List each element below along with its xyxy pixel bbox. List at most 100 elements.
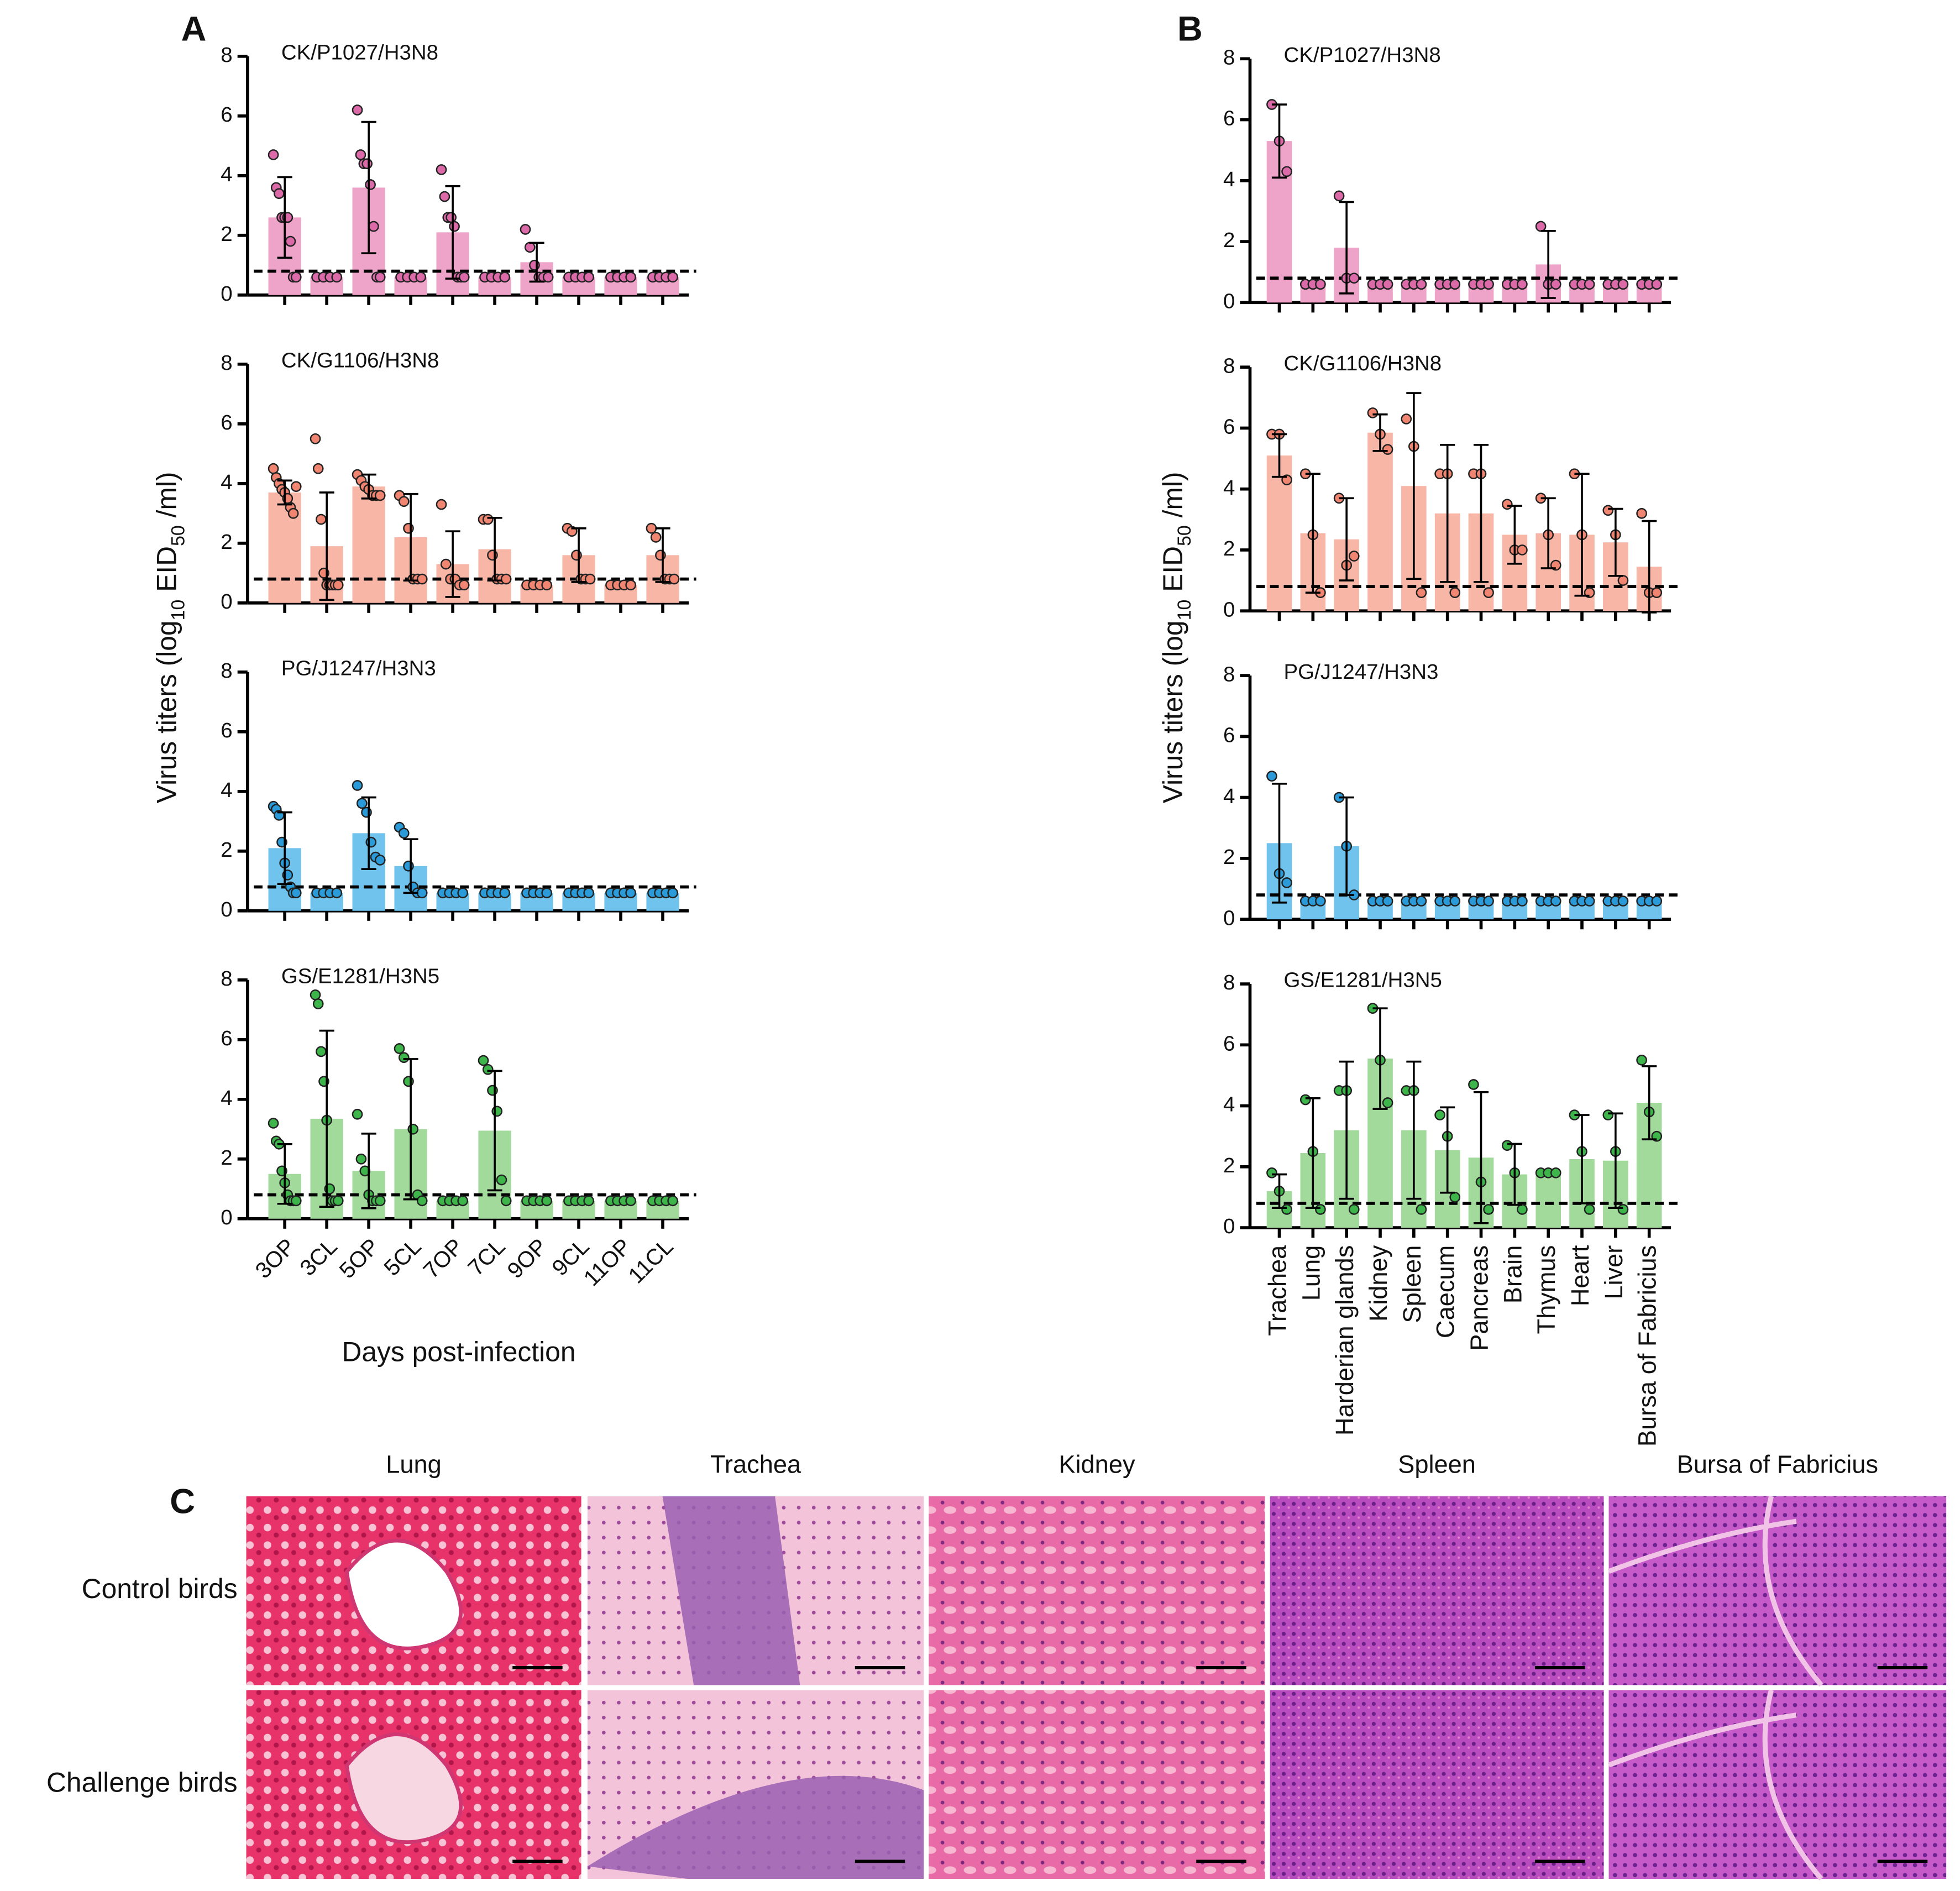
y-axis-label-part: 50: [167, 525, 188, 546]
data-point: [499, 271, 511, 283]
data-point: [1483, 1204, 1494, 1215]
bar: [1367, 432, 1393, 611]
data-point: [491, 1106, 503, 1117]
y-tick-label: 0: [1223, 598, 1235, 621]
data-point: [1636, 507, 1647, 519]
chart-title: CK/G1106/H3N8: [1284, 352, 1442, 375]
micrograph: [587, 1690, 924, 1879]
y-axis-label-part: 10: [167, 600, 188, 621]
error-bar: [655, 527, 670, 583]
y-tick-label: 6: [221, 719, 232, 742]
x-tick-label: Spleen: [1398, 1245, 1426, 1323]
data-point: [496, 1174, 507, 1186]
x-axis-label: Days post-infection: [342, 1336, 575, 1367]
bar: [352, 486, 385, 603]
data-point: [361, 158, 373, 170]
data-point: [290, 887, 302, 899]
error-bar: [1305, 473, 1320, 594]
y-tick-label: 4: [1223, 784, 1235, 808]
micrograph: [1607, 1689, 1947, 1880]
micrograph-image: [929, 1690, 1265, 1879]
y-tick-label: 2: [221, 222, 232, 246]
error-bar: [445, 185, 460, 280]
error-bar: [1271, 433, 1287, 478]
y-axis-label-part: EID: [151, 546, 182, 600]
y-axis-label-part: /ml): [1157, 472, 1188, 525]
data-point: [310, 433, 321, 444]
row-label: Control birds: [82, 1573, 238, 1604]
data-point: [290, 271, 302, 283]
y-axis-label-part: Virus titers (log: [151, 620, 182, 803]
column-label: Kidney: [1058, 1450, 1135, 1479]
data-point: [1483, 279, 1494, 290]
data-point: [1281, 166, 1292, 177]
error-bar: [1608, 507, 1623, 577]
error-bar: [1473, 443, 1489, 583]
micrograph: [929, 1690, 1265, 1879]
error-bar: [1574, 1114, 1590, 1204]
y-tick-label: 8: [1223, 354, 1235, 378]
micrograph: [1270, 1690, 1604, 1879]
y-tick-label: 4: [221, 163, 232, 186]
y-tick-label: 2: [1223, 228, 1235, 252]
y-axis-label: Virus titers (log10 EID50 /ml): [151, 472, 188, 803]
data-point: [268, 1118, 279, 1129]
data-point: [487, 1085, 498, 1096]
data-point: [416, 573, 428, 585]
error-bar: [1339, 201, 1354, 295]
error-bar: [1372, 413, 1388, 452]
error-bar: [1507, 1143, 1522, 1206]
data-point: [352, 1108, 363, 1120]
data-point: [436, 499, 447, 510]
data-point: [1266, 1167, 1277, 1178]
data-point: [374, 855, 386, 866]
y-tick-label: 4: [1223, 167, 1235, 191]
data-point: [1382, 279, 1393, 290]
data-point: [1584, 1204, 1595, 1215]
data-point: [398, 496, 410, 507]
error-bar: [277, 176, 292, 259]
data-point: [1449, 1192, 1461, 1203]
x-tick-label: 11OP: [579, 1233, 636, 1291]
panel-label: A: [181, 9, 207, 48]
micrograph: [1607, 1495, 1947, 1687]
data-point: [374, 1195, 386, 1207]
data-point: [312, 998, 324, 1009]
y-tick-label: 8: [1223, 662, 1235, 686]
chart-title: PG/J1247/H3N3: [1284, 660, 1439, 684]
data-point: [1266, 771, 1277, 782]
y-tick-label: 8: [221, 43, 232, 67]
data-point: [625, 579, 636, 591]
data-point: [310, 989, 321, 1000]
x-tick-label: Caecum: [1432, 1245, 1460, 1338]
y-tick-label: 2: [221, 1146, 232, 1170]
column-label: Trachea: [710, 1450, 801, 1479]
y-tick-label: 0: [221, 898, 232, 921]
data-point: [403, 860, 414, 872]
data-point: [1617, 575, 1629, 586]
data-point: [487, 549, 498, 561]
y-tick-label: 8: [1223, 45, 1235, 69]
y-tick-label: 8: [1223, 971, 1235, 994]
error-bar: [1406, 1060, 1422, 1200]
data-point: [1299, 1094, 1311, 1106]
data-point: [482, 1064, 494, 1075]
data-point: [655, 549, 666, 561]
y-tick-label: 2: [1223, 1154, 1235, 1177]
data-point: [1401, 413, 1412, 425]
y-tick-label: 8: [221, 967, 232, 991]
data-point: [1315, 1204, 1326, 1215]
chart-title: CK/G1106/H3N8: [281, 348, 439, 372]
data-point: [436, 164, 447, 175]
data-point: [398, 827, 410, 839]
x-tick-label: 11CL: [623, 1233, 678, 1288]
data-point: [415, 271, 427, 283]
x-tick-label: Pancreas: [1465, 1245, 1493, 1351]
error-bar: [1339, 497, 1354, 582]
data-point: [439, 191, 450, 202]
y-tick-label: 4: [221, 1086, 232, 1110]
micrograph-image: [1270, 1496, 1604, 1685]
y-tick-label: 0: [1223, 289, 1235, 313]
data-point: [1348, 551, 1360, 562]
